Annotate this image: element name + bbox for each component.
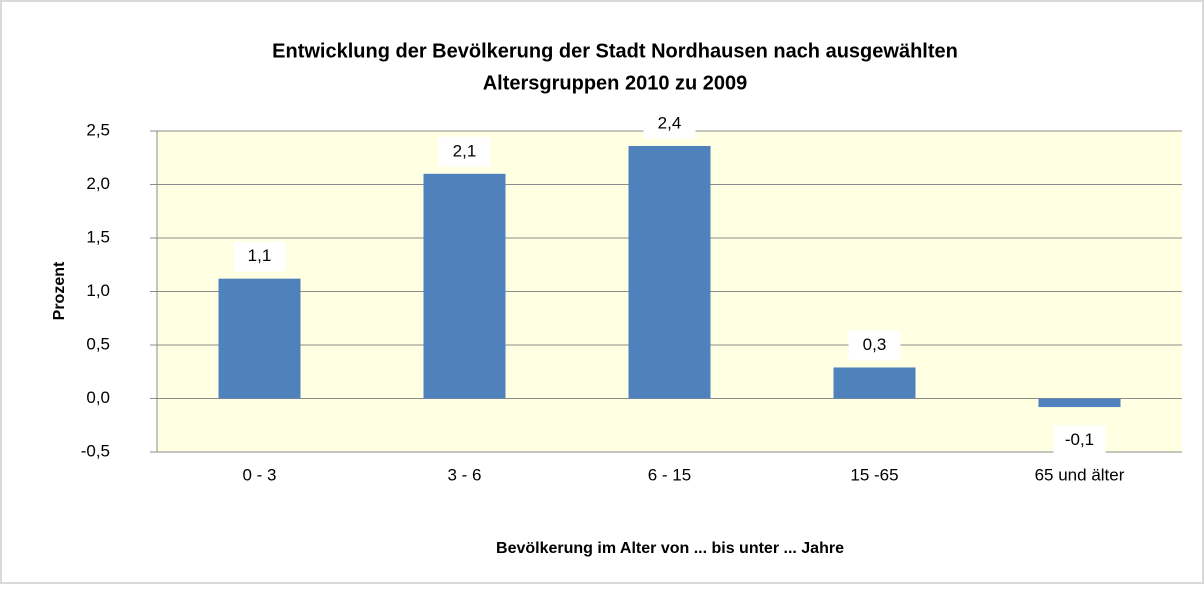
- data-label-bg: [438, 136, 491, 167]
- y-tick-label: 2,0: [86, 174, 110, 193]
- data-label-bg: [848, 330, 901, 361]
- data-label: 1,1: [248, 246, 272, 265]
- data-label-bg: [233, 241, 286, 272]
- y-tick-label: 0,5: [86, 334, 110, 353]
- bar: [423, 173, 506, 399]
- x-tick-label: 0 - 3: [242, 465, 276, 484]
- bar: [1038, 398, 1121, 408]
- x-tick-label: 6 - 15: [648, 465, 691, 484]
- x-tick-label: 3 - 6: [447, 465, 481, 484]
- chart-title: Entwicklung der Bevölkerung der Stadt No…: [272, 40, 958, 62]
- bar: [628, 145, 711, 399]
- data-label: 2,1: [453, 141, 477, 160]
- y-tick-label: -0,5: [81, 441, 110, 460]
- data-label: 2,4: [658, 113, 682, 132]
- y-tick-label: 1,5: [86, 227, 110, 246]
- y-tick-label: 0,0: [86, 388, 110, 407]
- chart-title: Altersgruppen 2010 zu 2009: [483, 72, 748, 94]
- y-tick-label: 1,0: [86, 281, 110, 300]
- data-label: 0,3: [863, 335, 887, 354]
- x-tick-label: 15 -65: [850, 465, 898, 484]
- x-tick-label: 65 und älter: [1035, 465, 1125, 484]
- bar: [218, 278, 301, 399]
- x-axis-label: Bevölkerung im Alter von ... bis unter .…: [496, 540, 844, 557]
- data-label: -0,1: [1065, 430, 1094, 449]
- data-label-bg: [1053, 425, 1106, 456]
- bar: [833, 367, 916, 399]
- y-tick-label: 2,5: [86, 120, 110, 139]
- y-axis-label: Prozent: [51, 261, 68, 320]
- data-label-bg: [643, 108, 696, 139]
